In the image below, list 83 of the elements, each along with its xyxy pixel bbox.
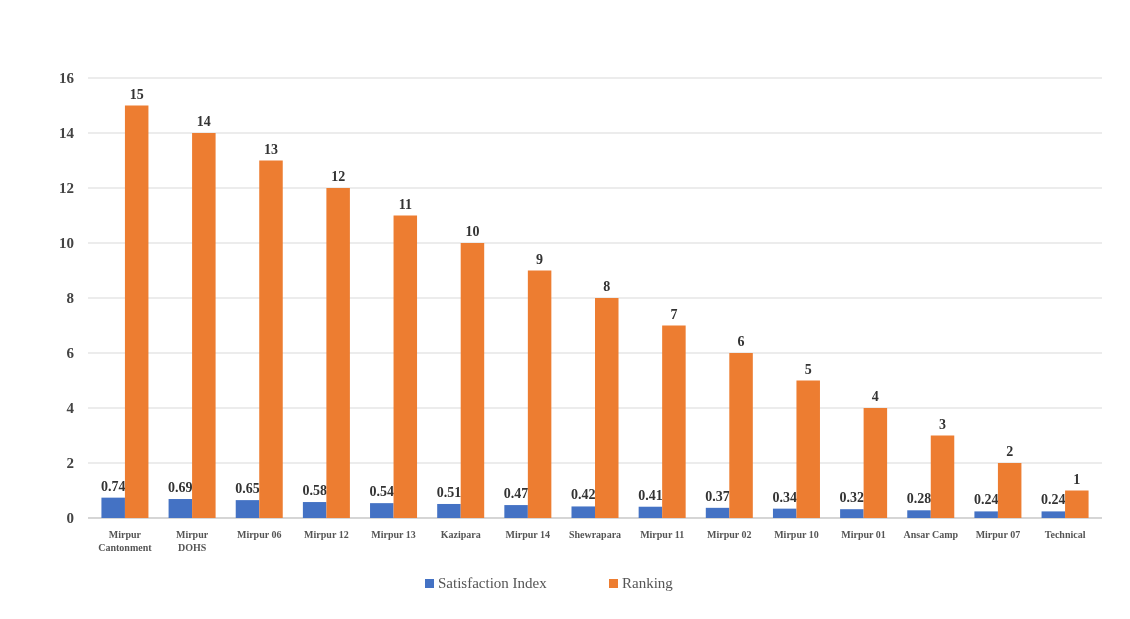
data-label: 0.69 — [168, 480, 193, 496]
bar — [729, 353, 753, 518]
bar — [527, 270, 552, 518]
bar — [437, 503, 461, 518]
bar — [504, 505, 528, 518]
bar — [1065, 490, 1089, 518]
x-tick-label: Mirpur 11 — [640, 529, 685, 540]
data-label: 0.54 — [369, 484, 395, 500]
data-label: 10 — [465, 224, 480, 239]
y-tick-label: 14 — [59, 125, 75, 141]
data-label: 0.47 — [503, 486, 529, 502]
bar — [259, 160, 283, 518]
bar — [662, 325, 686, 518]
data-label: 6 — [737, 334, 745, 349]
y-tick-label: 8 — [66, 290, 74, 306]
y-tick-label: 10 — [59, 235, 74, 251]
data-label: 8 — [603, 279, 611, 294]
bar — [192, 133, 216, 518]
data-label: 0.34 — [772, 489, 797, 505]
bar — [370, 503, 394, 518]
x-tick-label: Mirpur Cantonment — [98, 529, 153, 553]
data-label: 13 — [263, 141, 278, 157]
data-label: 14 — [196, 114, 211, 129]
bar — [101, 497, 125, 518]
bar — [863, 408, 888, 518]
bar — [595, 298, 619, 518]
data-label: 0.65 — [235, 481, 260, 497]
x-tick-label: Kazipara — [440, 529, 481, 540]
y-tick-label: 2 — [66, 455, 74, 471]
bar — [907, 510, 931, 518]
x-tick-label: Mirpur 12 — [304, 529, 349, 540]
x-tick-label: Mirpur 13 — [371, 529, 416, 540]
data-label: 9 — [536, 251, 544, 267]
data-label: 1 — [1073, 471, 1081, 487]
data-label: 11 — [398, 196, 412, 212]
bar — [705, 507, 730, 518]
data-label: 0.32 — [839, 490, 865, 506]
data-label: 0.51 — [436, 484, 462, 500]
x-tick-label: Mirpur 07 — [975, 529, 1021, 540]
bar — [772, 508, 797, 518]
legend-label: Satisfaction Index — [438, 575, 548, 591]
bar — [796, 380, 820, 518]
x-tick-label: Mirpur DOHS — [175, 529, 209, 553]
data-label: 0.24 — [973, 492, 999, 508]
x-tick-label: Mirpur 10 — [774, 529, 819, 540]
data-label: 3 — [939, 416, 947, 432]
data-label: 12 — [331, 169, 346, 184]
bar — [997, 463, 1022, 518]
data-label: 0.28 — [906, 491, 932, 507]
y-tick-label: 4 — [66, 400, 75, 416]
bar — [235, 500, 260, 518]
bar — [930, 435, 955, 518]
bar — [302, 502, 327, 518]
y-tick-label: 6 — [66, 345, 75, 361]
data-label: 7 — [670, 306, 678, 322]
x-tick-label: Mirpur 14 — [505, 529, 551, 540]
x-tick-label: Shewrapara — [568, 529, 622, 540]
bar — [168, 499, 193, 518]
bar — [638, 506, 663, 518]
x-tick-label: Technical — [1044, 529, 1086, 540]
y-tick-label: 12 — [59, 180, 74, 196]
data-label: 5 — [804, 361, 812, 377]
bar — [840, 509, 864, 518]
bar — [460, 243, 485, 518]
y-tick-label: 0 — [66, 510, 74, 526]
x-tick-label: Mirpur 01 — [841, 529, 886, 540]
data-label: 15 — [129, 86, 144, 102]
bar — [571, 506, 595, 518]
data-label: 0.74 — [100, 478, 126, 494]
data-label: 2 — [1006, 444, 1014, 459]
x-tick-label: Mirpur 06 — [236, 529, 282, 540]
bar — [124, 105, 149, 518]
data-label: 0.41 — [638, 487, 663, 503]
y-tick-label: 16 — [59, 70, 75, 86]
x-tick-label: Mirpur 02 — [707, 529, 752, 540]
legend-label: Ranking — [622, 575, 674, 591]
bar — [974, 511, 998, 518]
bar — [326, 188, 350, 518]
data-label: 0.42 — [571, 487, 596, 503]
bar — [393, 215, 418, 518]
x-tick-label: Ansar Camp — [903, 529, 959, 540]
bar — [1041, 511, 1066, 518]
data-label: 4 — [871, 389, 879, 404]
